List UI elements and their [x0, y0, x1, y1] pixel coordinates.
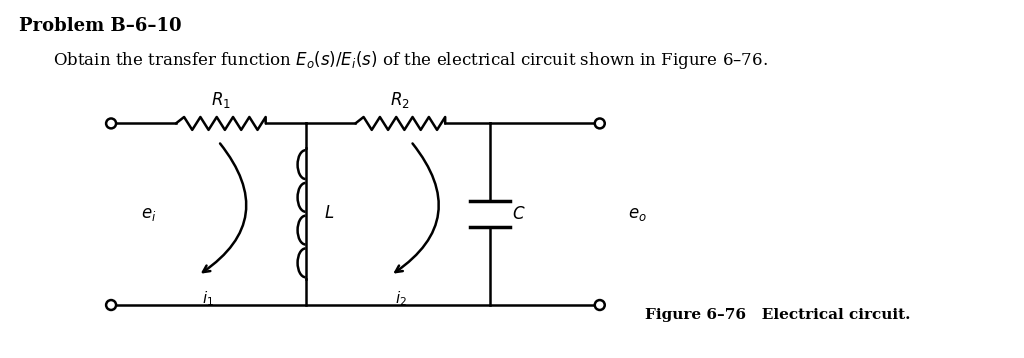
Text: Figure 6–76   Electrical circuit.: Figure 6–76 Electrical circuit. [645, 308, 910, 322]
Circle shape [106, 300, 116, 310]
Circle shape [595, 118, 605, 129]
Text: $R_1$: $R_1$ [211, 90, 230, 110]
Text: $R_2$: $R_2$ [390, 90, 411, 110]
Text: $i_2$: $i_2$ [395, 289, 407, 308]
Text: Problem B–6–10: Problem B–6–10 [19, 17, 182, 35]
Text: $C$: $C$ [512, 206, 525, 223]
Text: $e_o$: $e_o$ [628, 206, 646, 223]
Circle shape [595, 300, 605, 310]
Circle shape [106, 118, 116, 129]
Text: Obtain the transfer function $E_o(s)/E_i(s)$ of the electrical circuit shown in : Obtain the transfer function $E_o(s)/E_i… [53, 49, 768, 71]
Text: $L$: $L$ [324, 205, 334, 222]
Text: $e_i$: $e_i$ [141, 206, 157, 223]
Text: $i_1$: $i_1$ [203, 289, 214, 308]
